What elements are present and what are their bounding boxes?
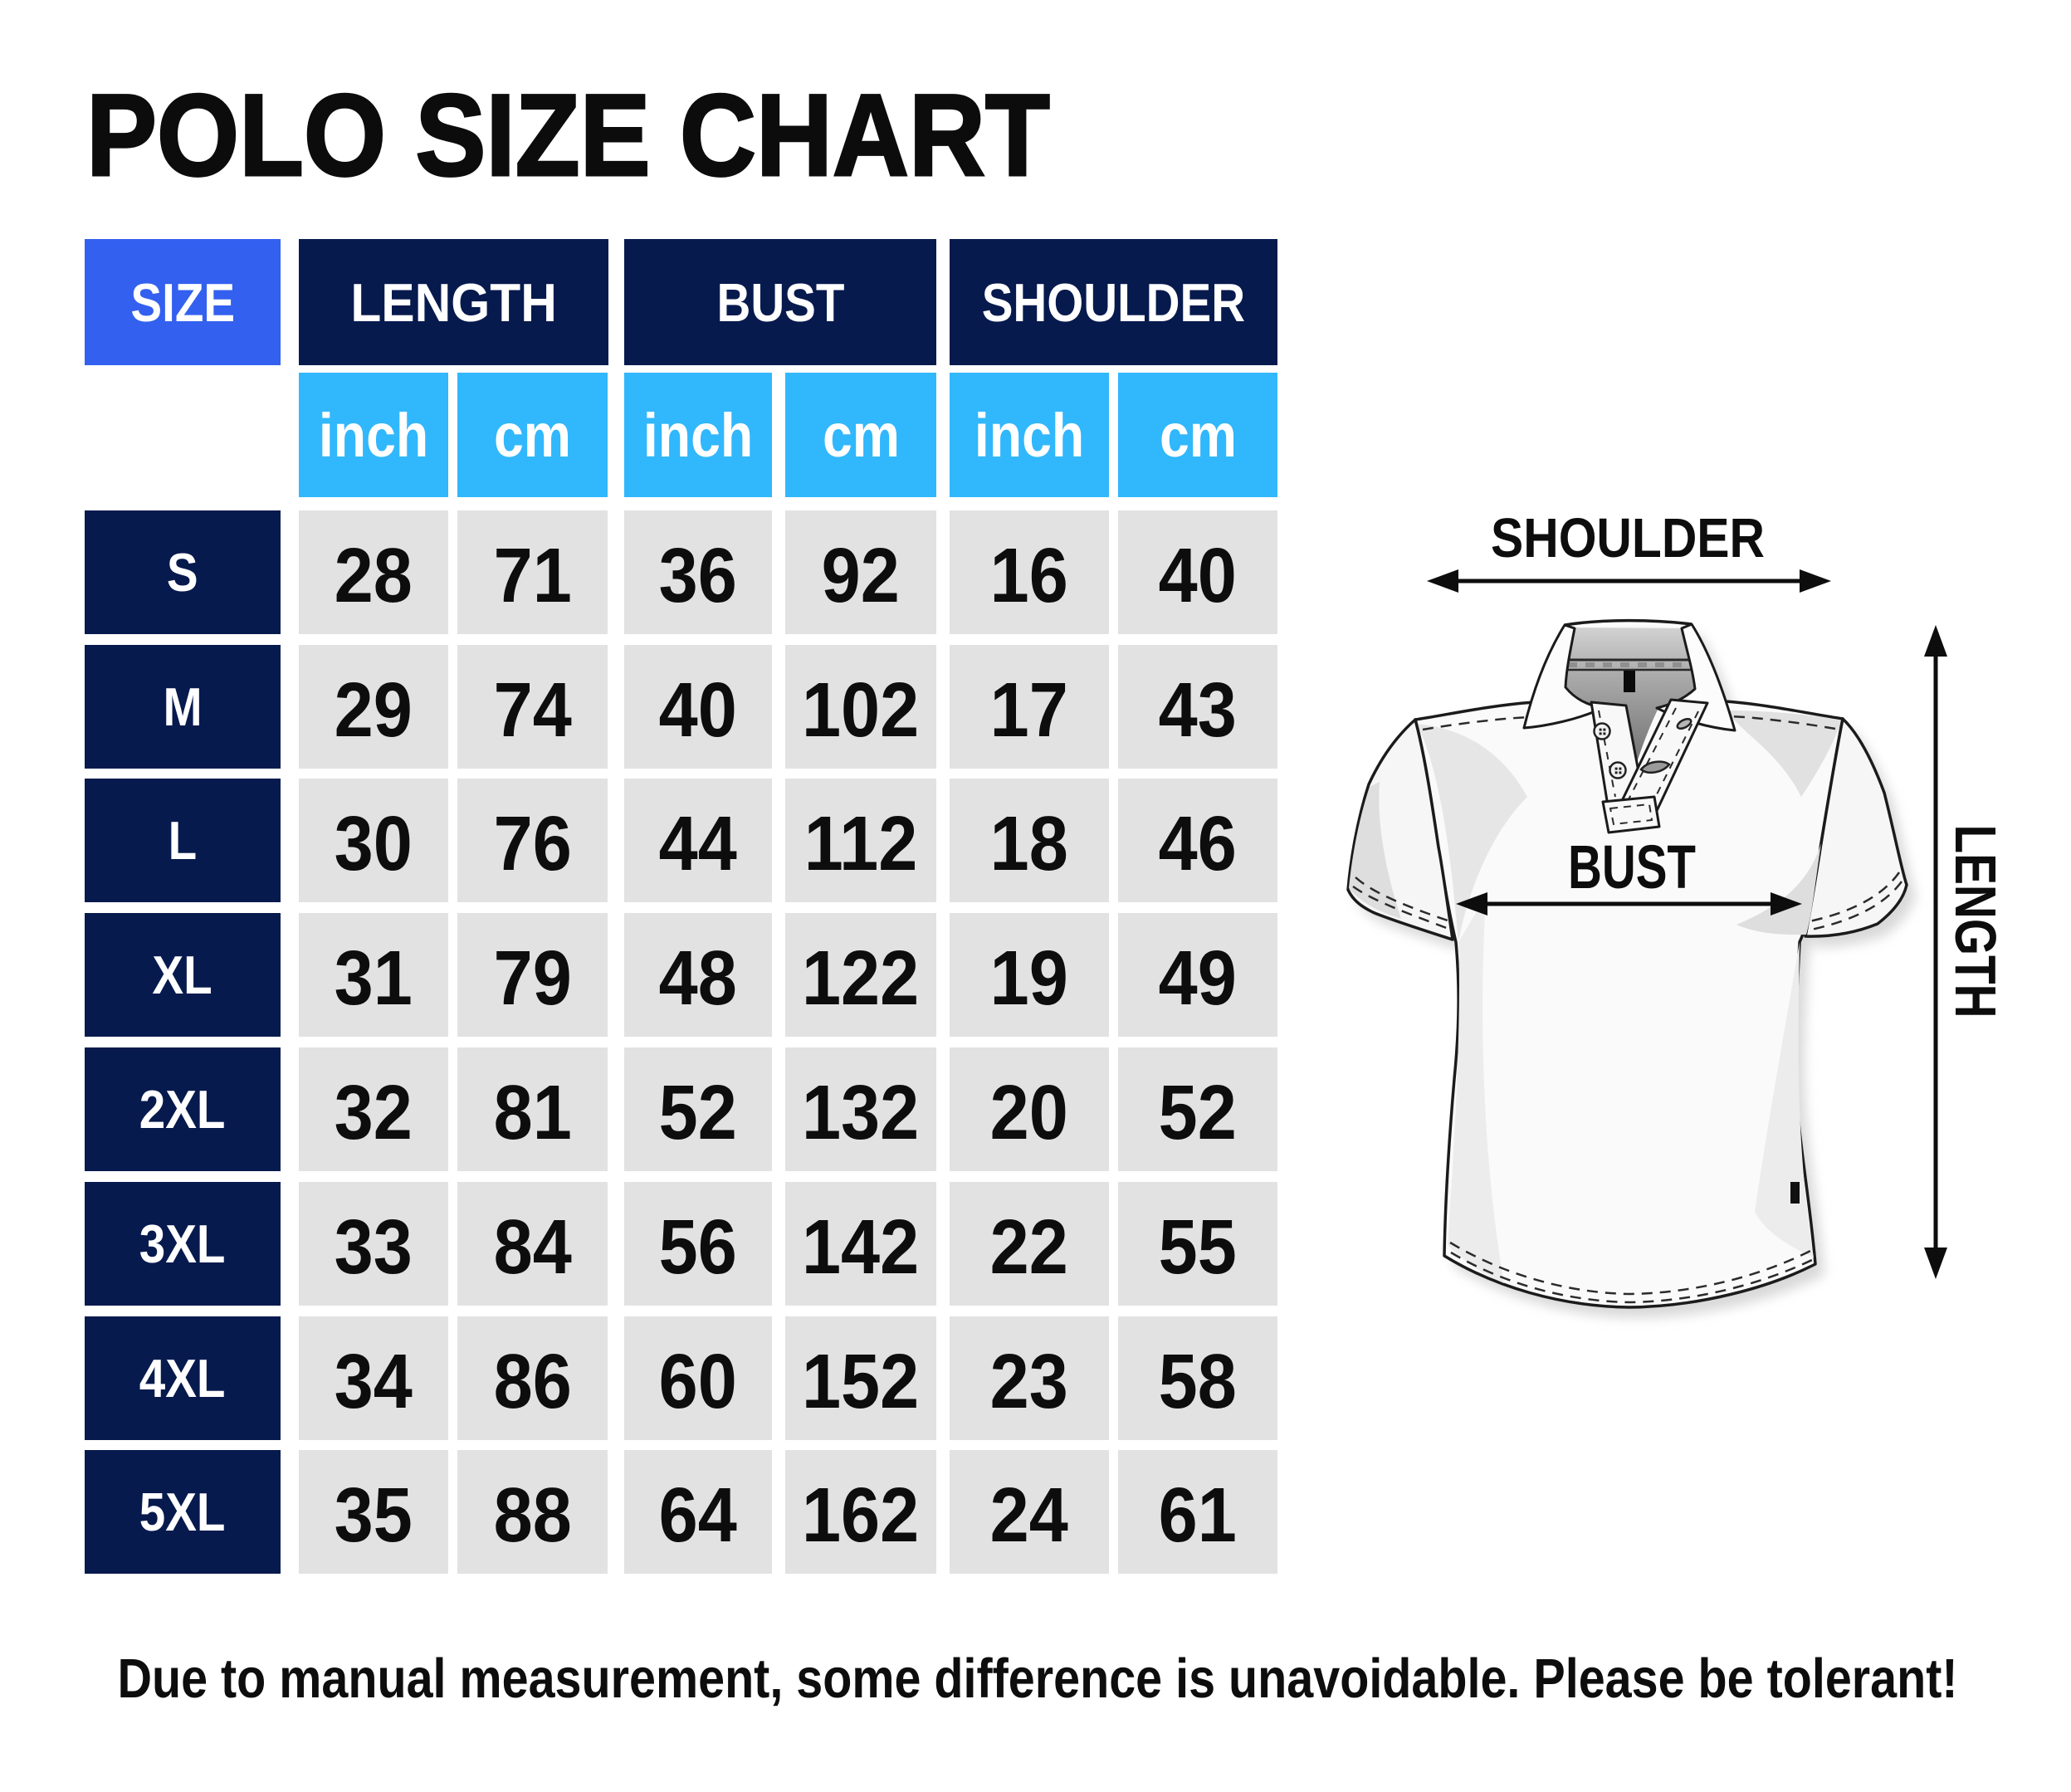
svg-text:SHOULDER: SHOULDER	[1491, 507, 1765, 569]
svg-text:LENGTH: LENGTH	[1943, 825, 2008, 1018]
svg-text:BUST: BUST	[1568, 833, 1696, 901]
